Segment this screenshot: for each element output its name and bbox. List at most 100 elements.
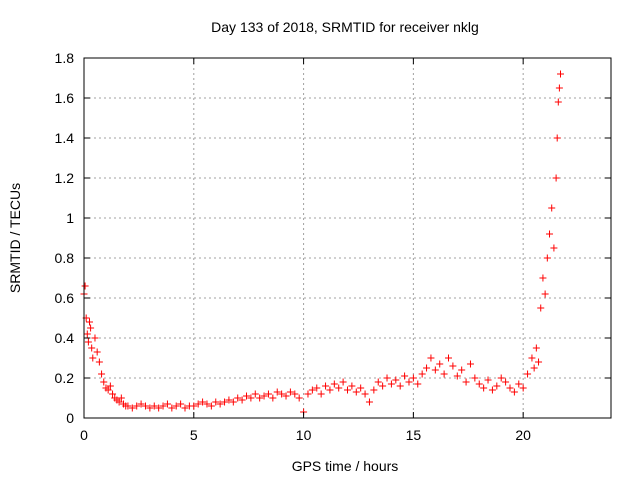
data-point — [554, 98, 562, 106]
data-point — [396, 382, 404, 390]
y-tick-label: 0.6 — [55, 290, 75, 306]
data-point — [269, 394, 277, 402]
data-point — [133, 402, 141, 410]
data-point — [352, 388, 360, 396]
data-point — [84, 338, 92, 346]
data-point — [436, 360, 444, 368]
data-point — [519, 384, 527, 392]
data-point — [247, 394, 255, 402]
x-axis-label: GPS time / hours — [292, 458, 399, 474]
data-point — [510, 388, 518, 396]
data-point — [93, 348, 101, 356]
data-point — [532, 344, 540, 352]
data-point — [392, 376, 400, 384]
data-point — [177, 400, 185, 408]
data-point — [91, 334, 99, 342]
data-point — [190, 402, 198, 410]
data-point — [100, 378, 108, 386]
data-point — [295, 394, 303, 402]
data-point — [339, 378, 347, 386]
data-point — [484, 376, 492, 384]
data-point — [212, 398, 220, 406]
data-point — [106, 382, 114, 390]
data-layer — [80, 70, 564, 416]
data-point — [374, 378, 382, 386]
data-point — [234, 394, 242, 402]
plot-frame — [83, 57, 612, 419]
data-point — [104, 386, 112, 394]
data-point — [418, 370, 426, 378]
data-point — [194, 400, 202, 408]
data-point — [548, 204, 556, 212]
data-point — [462, 378, 470, 386]
data-point — [475, 380, 483, 388]
data-point — [115, 398, 123, 406]
data-point — [556, 70, 564, 78]
y-tick-label: 1.2 — [55, 170, 75, 186]
data-point — [199, 398, 207, 406]
data-point — [282, 392, 290, 400]
data-point — [335, 384, 343, 392]
data-point — [330, 380, 338, 388]
data-point — [506, 384, 514, 392]
data-point — [137, 400, 145, 408]
tick-layer: 0 5 10 15 20 0 0.2 0.4 0.6 0.8 1 1.2 1.4 1.6 1.8 — [55, 50, 611, 443]
data-point — [401, 372, 409, 380]
data-point — [453, 372, 461, 380]
x-tick-label: 5 — [190, 427, 198, 443]
data-point — [361, 390, 369, 398]
data-point — [555, 84, 563, 92]
data-point — [546, 230, 554, 238]
x-tick-label: 20 — [515, 427, 531, 443]
y-tick-label: 1.6 — [55, 90, 75, 106]
data-point — [304, 390, 312, 398]
data-point — [128, 404, 136, 412]
data-point — [124, 402, 132, 410]
data-point — [445, 354, 453, 362]
y-tick-label: 0.4 — [55, 330, 75, 346]
data-point — [488, 386, 496, 394]
data-point — [225, 396, 233, 404]
data-point — [81, 282, 89, 290]
data-point — [550, 244, 558, 252]
y-tick-label: 0 — [66, 410, 74, 426]
data-point — [440, 370, 448, 378]
data-point — [414, 380, 422, 388]
data-point — [458, 366, 466, 374]
data-point — [480, 384, 488, 392]
data-point — [85, 318, 93, 326]
data-point — [238, 396, 246, 404]
y-tick-label: 1 — [66, 210, 74, 226]
data-point — [515, 380, 523, 388]
data-point — [409, 374, 417, 382]
data-point — [95, 358, 103, 366]
data-point — [317, 390, 325, 398]
data-point — [357, 384, 365, 392]
data-point — [83, 330, 91, 338]
data-point — [553, 134, 561, 142]
data-point — [203, 400, 211, 408]
y-tick-label: 0.8 — [55, 250, 75, 266]
data-point — [348, 382, 356, 390]
chart-title: Day 133 of 2018, SRMTID for receiver nkl… — [211, 19, 479, 35]
data-point — [379, 382, 387, 390]
data-point — [172, 402, 180, 410]
data-point — [449, 362, 457, 370]
data-point — [88, 344, 96, 352]
data-point — [87, 324, 95, 332]
data-point — [552, 174, 560, 182]
data-point — [423, 364, 431, 372]
data-point — [163, 400, 171, 408]
data-point — [383, 374, 391, 382]
x-tick-label: 15 — [406, 427, 422, 443]
data-point — [273, 388, 281, 396]
data-point — [109, 390, 117, 398]
data-point — [117, 394, 125, 402]
data-point — [344, 386, 351, 394]
data-point — [313, 384, 321, 392]
data-point — [221, 398, 229, 406]
y-tick-label: 1.8 — [55, 50, 75, 66]
data-point — [537, 304, 545, 312]
data-point — [256, 394, 264, 402]
